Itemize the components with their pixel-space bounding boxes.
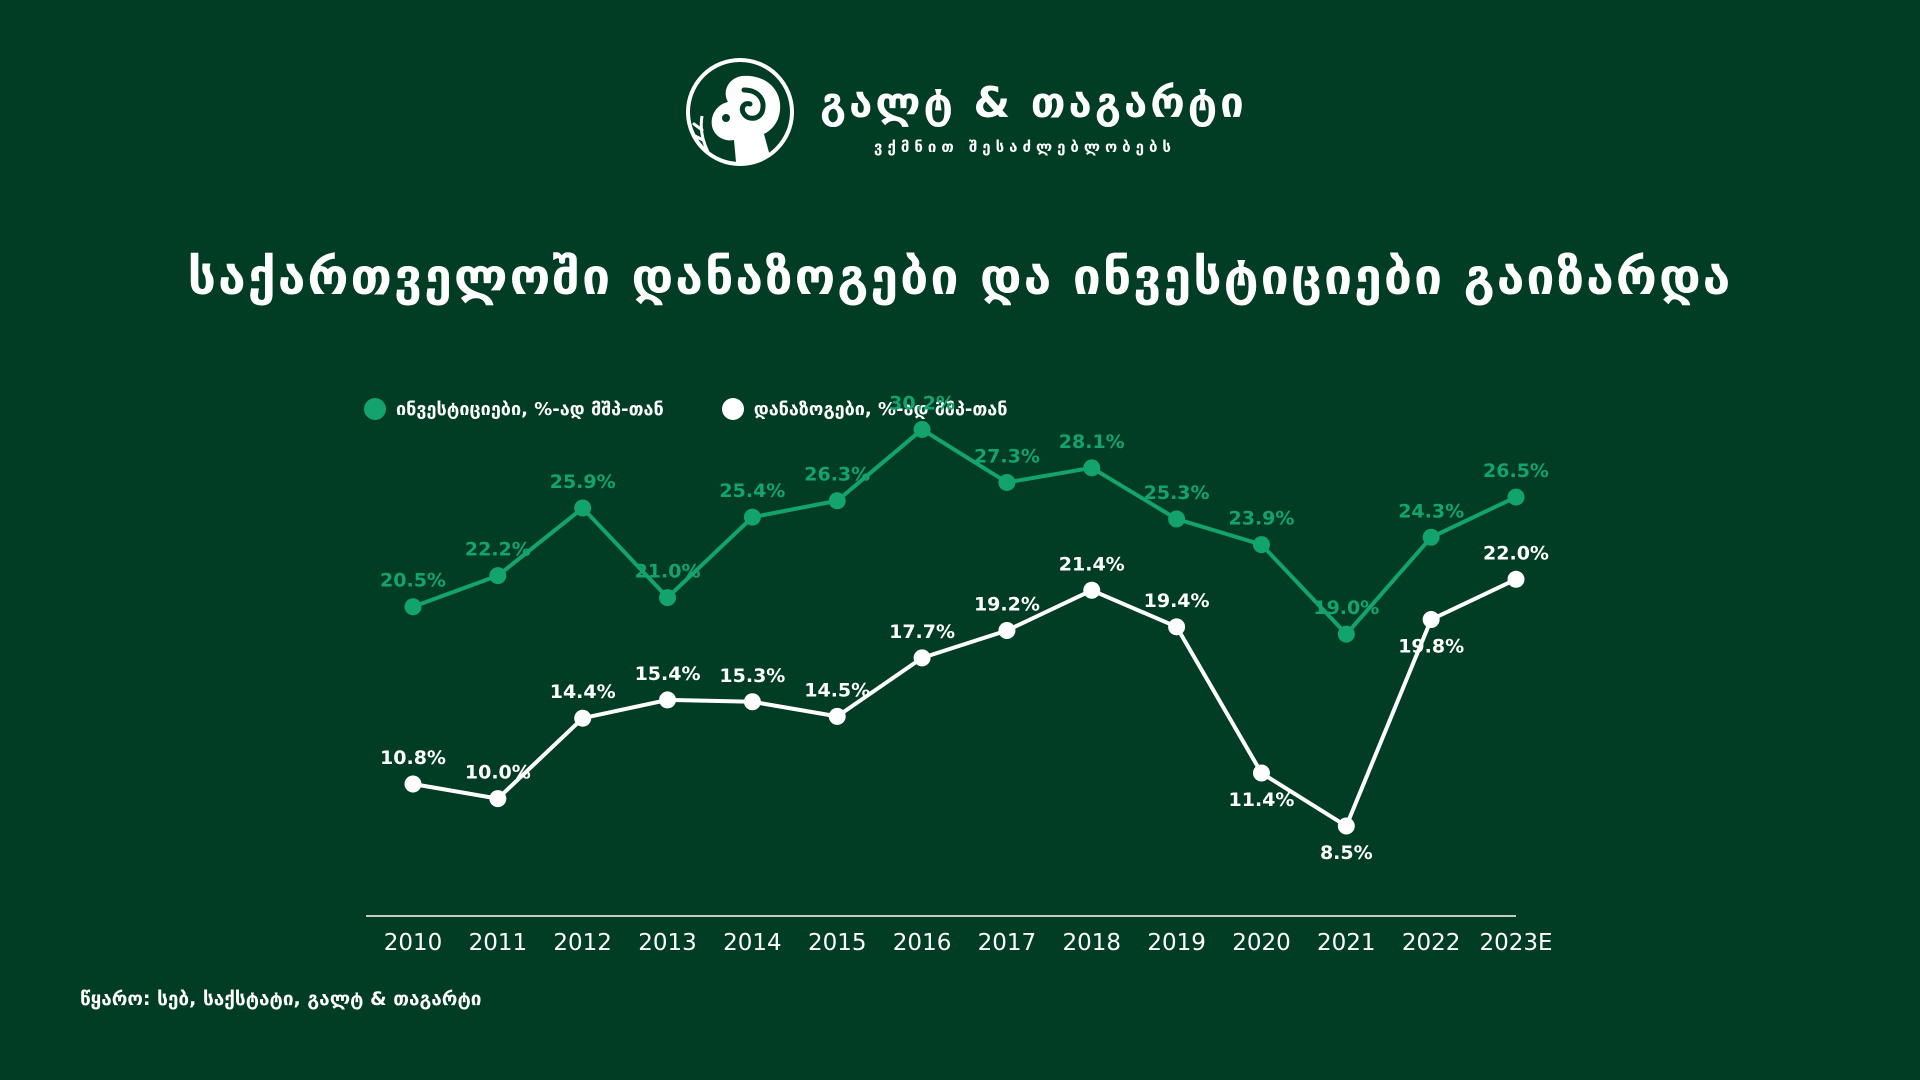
legend-label-investments: ინვესტიციები, %-ად მშპ-თან	[396, 398, 664, 420]
data-point-investments-2018	[1083, 459, 1101, 477]
data-point-investments-2022	[1422, 528, 1440, 546]
data-label-savings-2013: 15.4%	[635, 663, 701, 685]
x-tick-label-2011: 2011	[469, 930, 528, 956]
data-label-investments-2010: 20.5%	[380, 570, 446, 592]
data-label-investments-2013: 21.0%	[635, 561, 701, 583]
x-tick-label-2021: 2021	[1317, 930, 1376, 956]
data-label-investments-2022: 24.3%	[1398, 500, 1464, 522]
data-point-savings-2016	[913, 649, 931, 667]
data-label-investments-2016: 30.2%	[889, 392, 955, 414]
x-tick-label-2015: 2015	[808, 930, 867, 956]
data-label-savings-2015: 14.5%	[804, 679, 870, 701]
data-point-investments-2020	[1252, 536, 1270, 554]
legend-swatch-savings	[721, 398, 744, 420]
data-point-investments-2014	[743, 508, 761, 526]
data-point-savings-2018	[1083, 581, 1101, 599]
data-label-investments-2023e: 26.5%	[1483, 460, 1549, 482]
data-label-savings-2014: 15.3%	[719, 665, 785, 687]
data-point-savings-2010	[404, 775, 422, 793]
brand-name: გალტ & თაგარტი	[820, 78, 1247, 127]
x-tick-label-2020: 2020	[1232, 930, 1291, 956]
legend-swatch-investments	[364, 398, 386, 420]
data-label-savings-2012: 14.4%	[550, 681, 616, 703]
chart-legend: ინვესტიციები, %-ად მშპ-თან დანაზოგები, %…	[364, 394, 1066, 424]
data-label-investments-2011: 22.2%	[465, 539, 531, 561]
data-point-investments-2023e	[1507, 488, 1525, 506]
data-point-savings-2019	[1168, 618, 1186, 636]
x-tick-label-2013: 2013	[638, 930, 697, 956]
data-point-savings-2021	[1337, 817, 1355, 835]
data-label-investments-2019: 25.3%	[1144, 482, 1210, 504]
data-point-savings-2020	[1252, 764, 1270, 782]
data-label-savings-2010: 10.8%	[380, 747, 446, 769]
data-label-investments-2015: 26.3%	[804, 464, 870, 486]
data-point-investments-2021	[1337, 625, 1355, 643]
brand-logo: გალტ & თაგარტი ვქმნით შესაძლებლობებს	[684, 56, 1244, 172]
x-tick-label-2023e: 2023E	[1479, 930, 1552, 956]
data-point-savings-2012	[574, 709, 592, 727]
ram-logo-icon	[686, 58, 794, 166]
data-label-savings-2017: 19.2%	[974, 593, 1040, 615]
data-point-savings-2017	[998, 621, 1016, 639]
x-tick-label-2017: 2017	[978, 930, 1037, 956]
data-point-savings-2023e	[1507, 570, 1525, 588]
data-label-savings-2019: 19.4%	[1144, 590, 1210, 612]
data-point-investments-2019	[1168, 510, 1186, 528]
data-label-savings-2018: 21.4%	[1059, 553, 1125, 575]
x-tick-label-2019: 2019	[1147, 930, 1206, 956]
data-point-investments-2010	[404, 598, 422, 616]
data-label-savings-2016: 17.7%	[889, 621, 955, 643]
data-point-investments-2016	[913, 420, 931, 438]
data-label-investments-2017: 27.3%	[974, 445, 1040, 467]
brand-tagline: ვქმნით შესაძლებლობებს	[874, 138, 1176, 156]
source-note: წყარო: სებ, საქსტატი, გალტ & თაგარტი	[80, 988, 482, 1010]
series-line-savings	[411, 577, 1518, 829]
x-tick-label-2010: 2010	[384, 930, 443, 956]
data-point-savings-2013	[659, 691, 677, 709]
legend-label-savings: დანაზოგები, %-ად მშპ-თან	[753, 398, 1008, 420]
data-label-savings-2021: 8.5%	[1320, 842, 1373, 864]
data-label-investments-2012: 25.9%	[550, 471, 616, 493]
data-point-savings-2014	[743, 693, 761, 711]
data-label-investments-2021: 19.0%	[1313, 597, 1379, 619]
data-label-savings-2023e: 22.0%	[1483, 542, 1549, 564]
data-point-investments-2017	[998, 473, 1016, 491]
data-label-investments-2020: 23.9%	[1229, 508, 1295, 530]
data-label-savings-2020: 11.4%	[1229, 789, 1295, 811]
data-label-savings-2011: 10.0%	[465, 762, 531, 784]
x-tick-label-2022: 2022	[1402, 930, 1461, 956]
data-point-investments-2015	[828, 492, 846, 510]
data-point-savings-2015	[828, 707, 846, 725]
data-point-savings-2011	[489, 790, 507, 808]
legend-item-investments: ინვესტიციები, %-ად მშპ-თან	[364, 398, 664, 420]
data-point-investments-2012	[574, 499, 592, 517]
x-tick-label-2016: 2016	[893, 930, 952, 956]
x-tick-label-2012: 2012	[553, 930, 612, 956]
data-label-savings-2022: 19.8%	[1398, 636, 1464, 658]
data-point-investments-2011	[489, 567, 507, 585]
x-tick-label-2014: 2014	[723, 930, 782, 956]
legend-item-savings: დანაზოგები, %-ად მშპ-თან	[721, 398, 1008, 420]
data-label-investments-2014: 25.4%	[719, 480, 785, 502]
data-point-savings-2022	[1422, 611, 1440, 629]
data-label-investments-2018: 28.1%	[1059, 431, 1125, 453]
chart-title: საქართველოში დანაზოგები და ინვესტიციები …	[187, 248, 1733, 306]
x-tick-label-2018: 2018	[1062, 930, 1121, 956]
data-point-investments-2013	[659, 589, 677, 607]
series-line-investments	[411, 427, 1518, 637]
